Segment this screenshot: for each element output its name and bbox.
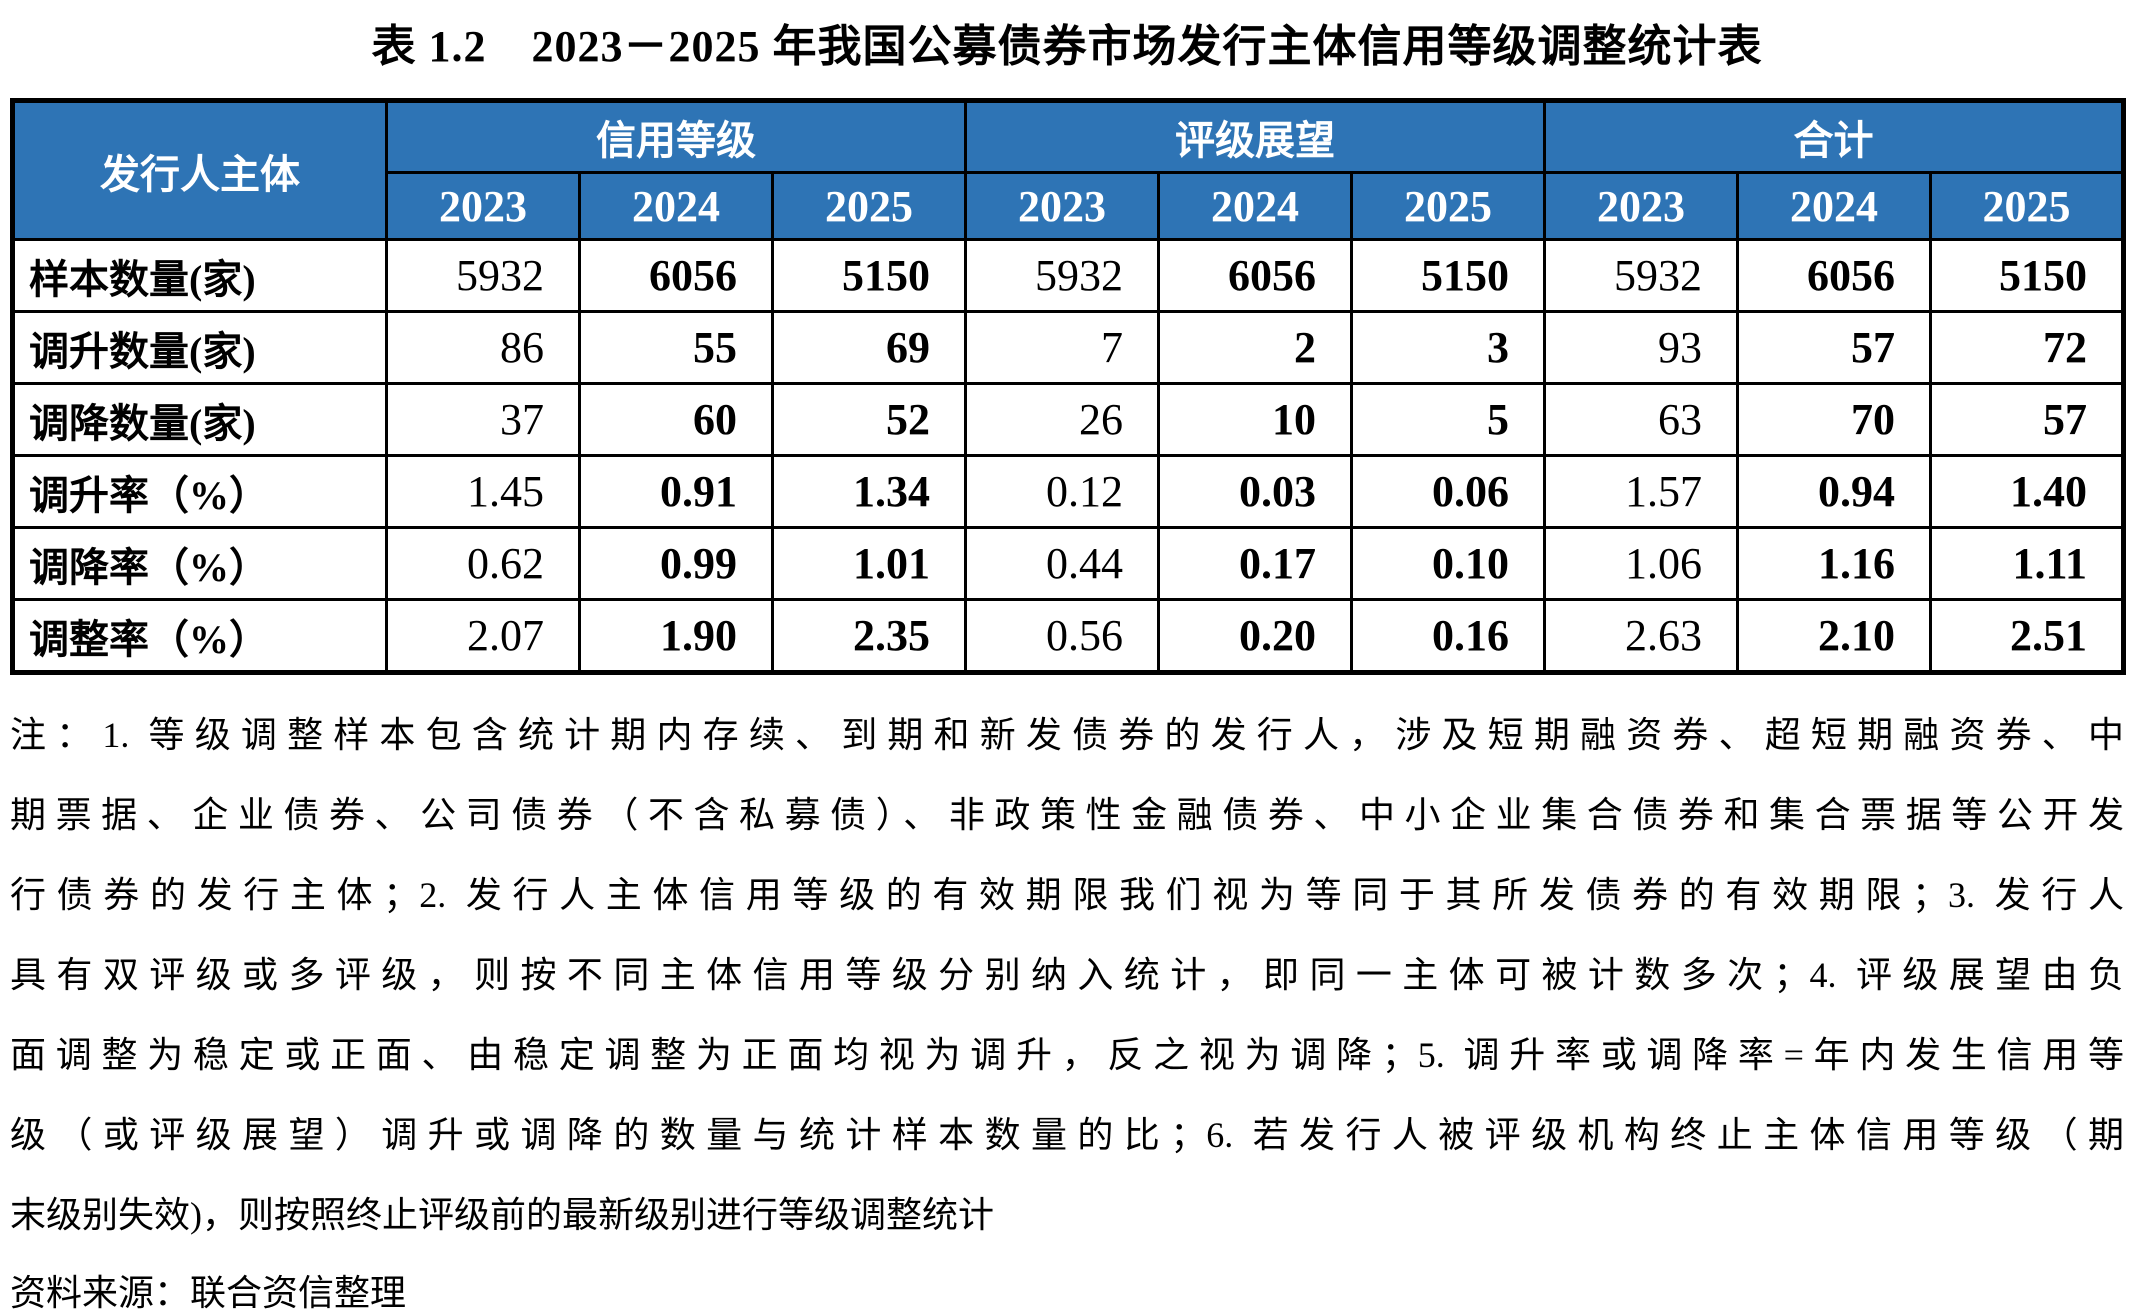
rating-adjustment-table: 发行人主体 信用等级 评级展望 合计 2023 2024 2025 2023 2… <box>10 98 2127 675</box>
value-cell: 6056 <box>578 238 774 313</box>
value-cell: 37 <box>385 382 581 457</box>
group-header-credit-rating: 信用等级 <box>385 99 967 174</box>
value-cell: 57 <box>1736 310 1932 385</box>
value-cell: 55 <box>578 310 774 385</box>
table-row: 调整率（%） 2.07 1.90 2.35 0.56 0.20 0.16 2.63 2.10 2.… <box>11 598 2126 674</box>
note-line: 面调整为稳定或正面、由稳定调整为正面均视为调升，反之视为调降；5. 调升率或调降… <box>10 1035 2124 1075</box>
value-cell: 5150 <box>1350 238 1546 313</box>
year-header: 2025 <box>1350 171 1546 241</box>
value-cell: 0.94 <box>1736 454 1932 529</box>
value-cell: 1.40 <box>1928 454 2126 529</box>
value-cell: 69 <box>771 310 967 385</box>
value-cell: 1.45 <box>385 454 581 529</box>
value-cell: 10 <box>1157 382 1353 457</box>
row-label: 调整率（%） <box>11 598 388 674</box>
note-line: 期票据、企业债券、公司债券（不含私募债）、非政策性金融债券、中小企业集合债券和集… <box>10 795 2124 835</box>
value-cell: 7 <box>964 310 1160 385</box>
value-cell: 2.35 <box>771 598 967 674</box>
group-header-total: 合计 <box>1542 99 2126 174</box>
value-cell: 2.51 <box>1928 598 2126 674</box>
value-cell: 2 <box>1157 310 1353 385</box>
value-cell: 1.11 <box>1928 526 2126 601</box>
value-cell: 1.01 <box>771 526 967 601</box>
value-cell: 0.17 <box>1157 526 1353 601</box>
row-label: 调升率（%） <box>11 454 388 529</box>
value-cell: 5150 <box>1928 238 2126 313</box>
value-cell: 0.91 <box>578 454 774 529</box>
table-body: 样本数量(家) 5932 6056 5150 5932 6056 5150 5932 6056 5… <box>11 238 2126 674</box>
table-notes: 注：1. 等级调整样本包含统计期内存续、到期和新发债券的发行人，涉及短期融资券、… <box>10 695 2124 1255</box>
year-header: 2024 <box>1736 171 1932 241</box>
year-header: 2024 <box>578 171 774 241</box>
value-cell: 0.56 <box>964 598 1160 674</box>
value-cell: 0.99 <box>578 526 774 601</box>
value-cell: 0.10 <box>1350 526 1546 601</box>
value-cell: 0.03 <box>1157 454 1353 529</box>
year-header: 2023 <box>385 171 581 241</box>
note-line: 末级别失效)，则按照终止评级前的最新级别进行等级调整统计 <box>10 1195 994 1235</box>
source-line: 资料来源：联合资信整理 <box>10 1273 407 1313</box>
value-cell: 1.16 <box>1736 526 1932 601</box>
value-cell: 26 <box>964 382 1160 457</box>
year-header: 2023 <box>964 171 1160 241</box>
note-line: 具有双评级或多评级，则按不同主体信用等级分别纳入统计，即同一主体可被计数多次；4… <box>10 955 2124 995</box>
group-header-row: 发行人主体 信用等级 评级展望 合计 <box>11 99 2126 241</box>
value-cell: 6056 <box>1736 238 1932 313</box>
note-line: 注：1. 等级调整样本包含统计期内存续、到期和新发债券的发行人，涉及短期融资券、… <box>10 715 2124 755</box>
value-cell: 1.90 <box>578 598 774 674</box>
table-row: 调降数量(家) 37 60 52 26 10 5 63 70 57 <box>11 382 2126 457</box>
value-cell: 0.62 <box>385 526 581 601</box>
table-row: 调降率（%） 0.62 0.99 1.01 0.44 0.17 0.10 1.06 1.16 1.… <box>11 526 2126 601</box>
group-header-rating-outlook: 评级展望 <box>964 99 1546 174</box>
value-cell: 1.34 <box>771 454 967 529</box>
value-cell: 2.63 <box>1543 598 1739 674</box>
value-cell: 0.06 <box>1350 454 1546 529</box>
year-header: 2025 <box>771 171 967 241</box>
value-cell: 6056 <box>1157 238 1353 313</box>
value-cell: 5150 <box>771 238 967 313</box>
value-cell: 93 <box>1543 310 1739 385</box>
value-cell: 52 <box>771 382 967 457</box>
year-header: 2025 <box>1928 171 2126 241</box>
table-row: 样本数量(家) 5932 6056 5150 5932 6056 5150 5932 6056 5… <box>11 238 2126 313</box>
value-cell: 63 <box>1543 382 1739 457</box>
note-line: 行债券的发行主体；2. 发行人主体信用等级的有效期限我们视为等同于其所发债券的有… <box>10 875 2124 915</box>
value-cell: 60 <box>578 382 774 457</box>
value-cell: 72 <box>1928 310 2126 385</box>
value-cell: 5932 <box>964 238 1160 313</box>
note-line: 级（或评级展望）调升或调降的数量与统计样本数量的比；6. 若发行人被评级机构终止… <box>10 1115 2124 1155</box>
table-header: 发行人主体 信用等级 评级展望 合计 2023 2024 2025 2023 2… <box>11 99 2126 241</box>
value-cell: 0.44 <box>964 526 1160 601</box>
row-label: 样本数量(家) <box>11 238 388 313</box>
row-label: 调降数量(家) <box>11 382 388 457</box>
value-cell: 1.06 <box>1543 526 1739 601</box>
year-header: 2024 <box>1157 171 1353 241</box>
value-cell: 3 <box>1350 310 1546 385</box>
table-title: 表 1.2 2023－2025 年我国公募债券市场发行主体信用等级调整统计表 <box>371 22 1763 71</box>
value-cell: 5932 <box>385 238 581 313</box>
value-cell: 5 <box>1350 382 1546 457</box>
value-cell: 70 <box>1736 382 1932 457</box>
value-cell: 2.10 <box>1736 598 1932 674</box>
value-cell: 5932 <box>1543 238 1739 313</box>
table-row: 调升数量(家) 86 55 69 7 2 3 93 57 72 <box>11 310 2126 385</box>
value-cell: 0.16 <box>1350 598 1546 674</box>
value-cell: 0.12 <box>964 454 1160 529</box>
year-header-row: 2023 2024 2025 2023 2024 2025 2023 2024 … <box>13 171 2126 241</box>
value-cell: 86 <box>385 310 581 385</box>
row-label: 调升数量(家) <box>11 310 388 385</box>
value-cell: 57 <box>1928 382 2126 457</box>
corner-header-issuer: 发行人主体 <box>11 99 388 241</box>
row-label: 调降率（%） <box>11 526 388 601</box>
value-cell: 0.20 <box>1157 598 1353 674</box>
year-header: 2023 <box>1543 171 1739 241</box>
value-cell: 1.57 <box>1543 454 1739 529</box>
value-cell: 2.07 <box>385 598 581 674</box>
table-row: 调升率（%） 1.45 0.91 1.34 0.12 0.03 0.06 1.57 0.94 1.… <box>11 454 2126 529</box>
